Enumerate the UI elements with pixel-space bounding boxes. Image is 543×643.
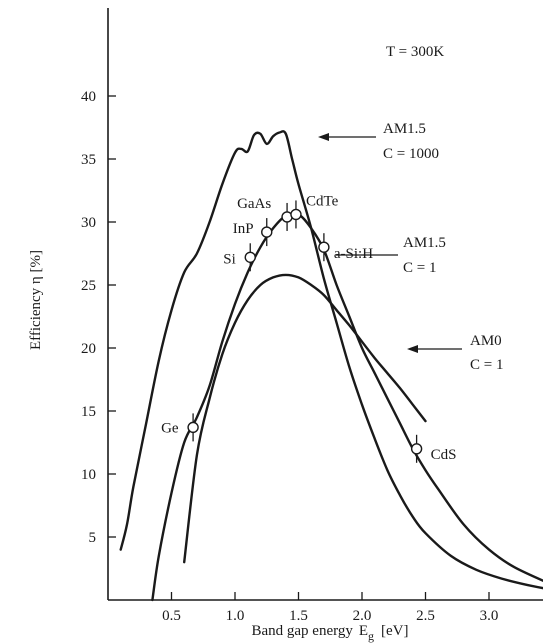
x-axis-label: Band gap energy Eg [eV] bbox=[251, 623, 408, 643]
y-tick-label: 15 bbox=[81, 404, 96, 420]
marker-cdte bbox=[290, 208, 302, 221]
marker-label-cdte: CdTe bbox=[306, 193, 339, 209]
y-tick-label: 35 bbox=[81, 152, 96, 168]
marker-cds bbox=[410, 443, 423, 455]
marker-ge bbox=[187, 421, 199, 434]
marker-si bbox=[244, 251, 256, 263]
y-tick-label: 25 bbox=[81, 278, 96, 294]
x-axis-label-symbol: E bbox=[359, 623, 368, 639]
marker-label-a-si-h: a-Si:H bbox=[334, 246, 373, 262]
curves bbox=[119, 130, 543, 602]
am0-c1-line2: C = 1 bbox=[470, 357, 503, 373]
marker-label-si: Si bbox=[223, 251, 236, 267]
y-ticks: 5 10 15 20 25 30 35 40 bbox=[81, 89, 116, 546]
y-tick-label: 20 bbox=[81, 341, 96, 357]
x-axis-label-text: Band gap energy bbox=[251, 623, 353, 639]
legend-am15-c1: AM1.5 C = 1 bbox=[336, 235, 446, 276]
x-ticks: 0.5 1.0 1.5 2.0 2.5 3.0 bbox=[162, 592, 498, 624]
marker-inp bbox=[261, 226, 273, 238]
temperature-note: T = 300K bbox=[386, 44, 444, 60]
am15-c1000-arrowhead bbox=[318, 133, 329, 141]
x-tick-label: 1.0 bbox=[226, 608, 245, 624]
am0-c1-line1: AM0 bbox=[470, 333, 502, 349]
am15-c1-line2: C = 1 bbox=[403, 260, 436, 276]
x-tick-label: 2.5 bbox=[416, 608, 435, 624]
y-tick-label: 5 bbox=[89, 530, 97, 546]
x-tick-label: 1.5 bbox=[289, 608, 308, 624]
x-axis-label-subscript: g bbox=[368, 629, 374, 643]
am15-c1-line1: AM1.5 bbox=[403, 235, 446, 251]
am15-c1000-line1: AM1.5 bbox=[383, 121, 426, 137]
curve-am15-c1000 bbox=[119, 130, 543, 590]
x-tick-label: 0.5 bbox=[162, 608, 181, 624]
marker-label-cds: CdS bbox=[431, 447, 457, 463]
am0-c1-arrowhead bbox=[407, 345, 418, 353]
marker-label-ge: Ge bbox=[161, 420, 179, 436]
marker-label-inp: InP bbox=[233, 221, 254, 237]
axes bbox=[107, 8, 543, 601]
x-tick-label: 3.0 bbox=[480, 608, 499, 624]
y-axis-label: Efficiency η [%] bbox=[28, 250, 44, 350]
y-tick-label: 10 bbox=[81, 467, 96, 483]
x-tick-label: 2.0 bbox=[353, 608, 372, 624]
marker-a-si-h bbox=[318, 241, 330, 253]
material-markers: Ge Si InP GaAs CdTe a-Si:H CdS bbox=[161, 193, 457, 463]
y-tick-label: 40 bbox=[81, 89, 96, 105]
y-tick-label: 30 bbox=[81, 215, 96, 231]
curve-am0-c1 bbox=[183, 273, 427, 564]
x-axis-label-unit: [eV] bbox=[381, 623, 408, 639]
curve-am15-c1 bbox=[151, 212, 543, 602]
legend-am0-c1: AM0 C = 1 bbox=[407, 333, 503, 373]
legend-am15-c1000: AM1.5 C = 1000 bbox=[318, 121, 439, 162]
marker-label-gaas: GaAs bbox=[237, 196, 271, 212]
am15-c1000-line2: C = 1000 bbox=[383, 146, 439, 162]
